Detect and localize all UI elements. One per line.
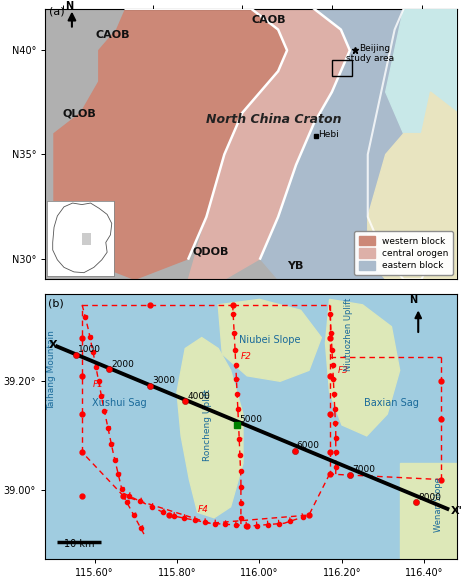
Text: 3000: 3000 <box>152 376 175 385</box>
Text: CAOB: CAOB <box>251 15 286 25</box>
Text: QDOB: QDOB <box>192 246 228 257</box>
Text: CAOB: CAOB <box>95 30 130 40</box>
Polygon shape <box>54 9 287 279</box>
Text: 10 km: 10 km <box>64 540 94 549</box>
Text: Niubei Slope: Niubei Slope <box>239 335 301 345</box>
Polygon shape <box>386 9 457 154</box>
Polygon shape <box>368 92 457 279</box>
Text: Taihang Mountain: Taihang Mountain <box>47 331 56 410</box>
Text: Baxian Sag: Baxian Sag <box>364 398 419 408</box>
Text: F4: F4 <box>198 505 209 514</box>
Text: X': X' <box>451 506 463 516</box>
Text: study area: study area <box>346 54 394 63</box>
Text: Xushui Sag: Xushui Sag <box>92 398 146 408</box>
Polygon shape <box>53 203 112 272</box>
Text: 7000: 7000 <box>352 466 375 474</box>
Text: YB: YB <box>287 261 303 271</box>
Text: Hebi: Hebi <box>319 130 339 139</box>
Text: North China Craton: North China Craton <box>206 113 342 126</box>
Text: X: X <box>49 340 58 350</box>
Polygon shape <box>82 233 91 244</box>
Polygon shape <box>189 9 350 279</box>
Text: QLOB: QLOB <box>63 109 97 119</box>
Text: F2: F2 <box>241 353 252 361</box>
Text: F1: F1 <box>92 379 103 389</box>
Polygon shape <box>260 9 457 279</box>
Text: F3: F3 <box>338 366 349 375</box>
Bar <box>332 60 352 76</box>
Polygon shape <box>400 463 457 559</box>
Text: 6000: 6000 <box>297 441 319 450</box>
Text: 1000: 1000 <box>78 345 101 354</box>
Text: 5000: 5000 <box>239 415 262 424</box>
Text: N: N <box>409 295 417 305</box>
Text: N: N <box>65 1 73 10</box>
Polygon shape <box>218 299 321 381</box>
Text: Wenan Slope: Wenan Slope <box>434 477 443 531</box>
Text: 8000: 8000 <box>418 493 441 502</box>
Text: Niutuozhen Uplift: Niutuozhen Uplift <box>344 298 353 371</box>
Text: Beijing: Beijing <box>359 44 390 54</box>
Text: 2000: 2000 <box>111 360 134 368</box>
Text: Roncheng Uplift: Roncheng Uplift <box>203 389 212 461</box>
Text: (b): (b) <box>48 299 64 308</box>
Text: (a): (a) <box>49 7 64 17</box>
Polygon shape <box>177 338 243 518</box>
Polygon shape <box>326 299 400 436</box>
Legend: western block, central orogen, eastern block: western block, central orogen, eastern b… <box>354 232 453 275</box>
Text: 4000: 4000 <box>187 392 210 401</box>
